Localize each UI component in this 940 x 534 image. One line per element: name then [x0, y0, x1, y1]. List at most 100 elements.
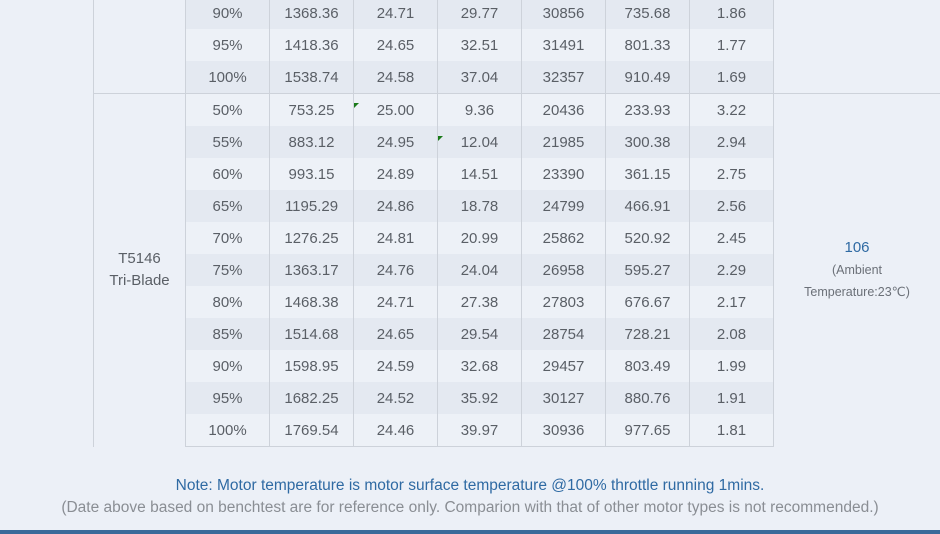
- rpm-cell: 25862: [521, 222, 606, 254]
- current-cell: 29.54: [437, 318, 522, 350]
- temperature-cell-continued: [773, 0, 940, 94]
- power-cell: 233.93: [605, 93, 690, 126]
- efficiency-cell: 2.29: [689, 254, 774, 286]
- table-row: 75% 1363.17 24.76 24.04 26958 595.27 2.2…: [94, 254, 940, 286]
- ambient-note-line1: (Ambient: [831, 263, 883, 278]
- power-cell: 361.15: [605, 158, 690, 190]
- throttle-cell: 85%: [185, 318, 270, 350]
- throttle-cell: 75%: [185, 254, 270, 286]
- rpm-cell: 27803: [521, 286, 606, 318]
- throttle-cell: 95%: [185, 382, 270, 414]
- efficiency-cell: 1.81: [689, 414, 774, 447]
- propeller-cell: T5146 Tri-Blade: [93, 93, 186, 447]
- throttle-cell: 90%: [185, 350, 270, 382]
- table-row: 100% 1538.74 24.58 37.04 32357 910.49 1.…: [94, 61, 940, 94]
- current-cell: 32.51: [437, 29, 522, 61]
- table-row: 100% 1769.54 24.46 39.97 30936 977.65 1.…: [94, 414, 940, 447]
- current-cell: 39.97: [437, 414, 522, 447]
- efficiency-cell: 1.86: [689, 0, 774, 29]
- power-cell: 466.91: [605, 190, 690, 222]
- table-row: T5146 Tri-Blade 50% 753.25 25.00 9.36 20…: [93, 93, 940, 447]
- thrust-cell: 1418.36: [269, 29, 354, 61]
- power-cell: 728.21: [605, 318, 690, 350]
- propeller-cell-continued: [93, 0, 186, 94]
- throttle-cell: 65%: [185, 190, 270, 222]
- rpm-cell: 32357: [521, 61, 606, 94]
- voltage-cell: 24.71: [353, 286, 438, 318]
- thrust-cell: 1363.17: [269, 254, 354, 286]
- voltage-cell: 24.95: [353, 126, 438, 158]
- table-row: 90% 1368.36 24.71 29.77 30856 735.68 1.8…: [93, 0, 940, 94]
- temperature-note: Note: Motor temperature is motor surface…: [175, 477, 765, 494]
- propeller-type: Tri-Blade: [109, 272, 170, 290]
- table-row: 85% 1514.68 24.65 29.54 28754 728.21 2.0…: [94, 318, 940, 350]
- thrust-cell: 1769.54: [269, 414, 354, 447]
- throttle-cell: 55%: [185, 126, 270, 158]
- efficiency-cell: 2.08: [689, 318, 774, 350]
- thrust-cell: 1682.25: [269, 382, 354, 414]
- thrust-cell: 1195.29: [269, 190, 354, 222]
- throttle-cell: 60%: [185, 158, 270, 190]
- thrust-cell: 1598.95: [269, 350, 354, 382]
- table-row: 65% 1195.29 24.86 18.78 24799 466.91 2.5…: [94, 190, 940, 222]
- propeller-name: T5146: [118, 250, 161, 268]
- thrust-cell: 1538.74: [269, 61, 354, 94]
- voltage-cell: 24.71: [353, 0, 438, 29]
- voltage-cell: 24.46: [353, 414, 438, 447]
- power-cell: 880.76: [605, 382, 690, 414]
- power-cell: 910.49: [605, 61, 690, 94]
- power-cell: 300.38: [605, 126, 690, 158]
- throttle-cell: 100%: [185, 61, 270, 94]
- current-cell: 18.78: [437, 190, 522, 222]
- table-row: 80% 1468.38 24.71 27.38 27803 676.67 2.1…: [94, 286, 940, 318]
- rpm-cell: 21985: [521, 126, 606, 158]
- motor-performance-table: 90% 1368.36 24.71 29.77 30856 735.68 1.8…: [93, 0, 940, 447]
- rpm-cell: 24799: [521, 190, 606, 222]
- current-cell: 14.51: [437, 158, 522, 190]
- throttle-cell: 95%: [185, 29, 270, 61]
- table-row: 60% 993.15 24.89 14.51 23390 361.15 2.75: [94, 158, 940, 190]
- power-cell: 803.49: [605, 350, 690, 382]
- temperature-value: 106: [844, 239, 870, 257]
- current-cell: 9.36: [437, 93, 522, 126]
- temperature-cell: 106 (Ambient Temperature:23℃): [773, 93, 940, 447]
- current-cell: 27.38: [437, 286, 522, 318]
- power-cell: 801.33: [605, 29, 690, 61]
- current-cell: 20.99: [437, 222, 522, 254]
- efficiency-cell: 1.99: [689, 350, 774, 382]
- rpm-cell: 20436: [521, 93, 606, 126]
- efficiency-cell: 2.17: [689, 286, 774, 318]
- rpm-cell: 31491: [521, 29, 606, 61]
- table-row: 95% 1682.25 24.52 35.92 30127 880.76 1.9…: [94, 382, 940, 414]
- efficiency-cell: 1.91: [689, 382, 774, 414]
- throttle-cell: 50%: [185, 93, 270, 126]
- efficiency-cell: 2.45: [689, 222, 774, 254]
- voltage-cell: 25.00: [353, 93, 438, 126]
- thrust-cell: 1514.68: [269, 318, 354, 350]
- throttle-cell: 80%: [185, 286, 270, 318]
- bottom-divider: [0, 530, 940, 534]
- current-cell: 24.04: [437, 254, 522, 286]
- current-cell: 12.04: [437, 126, 522, 158]
- table-row: 55% 883.12 24.95 12.04 21985 300.38 2.94: [94, 126, 940, 158]
- cell-comment-marker: [354, 103, 359, 108]
- thrust-cell: 1368.36: [269, 0, 354, 29]
- voltage-cell: 24.52: [353, 382, 438, 414]
- current-cell: 35.92: [437, 382, 522, 414]
- efficiency-cell: 1.77: [689, 29, 774, 61]
- rpm-cell: 30856: [521, 0, 606, 29]
- current-cell: 37.04: [437, 61, 522, 94]
- rpm-cell: 30127: [521, 382, 606, 414]
- voltage-cell: 24.89: [353, 158, 438, 190]
- table-row: 90% 1598.95 24.59 32.68 29457 803.49 1.9…: [94, 350, 940, 382]
- voltage-cell: 24.86: [353, 190, 438, 222]
- disclaimer-note: (Date above based on benchtest are for r…: [61, 499, 879, 516]
- current-cell: 32.68: [437, 350, 522, 382]
- power-cell: 977.65: [605, 414, 690, 447]
- voltage-cell: 24.58: [353, 61, 438, 94]
- throttle-cell: 100%: [185, 414, 270, 447]
- thrust-cell: 1468.38: [269, 286, 354, 318]
- rpm-cell: 23390: [521, 158, 606, 190]
- voltage-cell: 24.65: [353, 318, 438, 350]
